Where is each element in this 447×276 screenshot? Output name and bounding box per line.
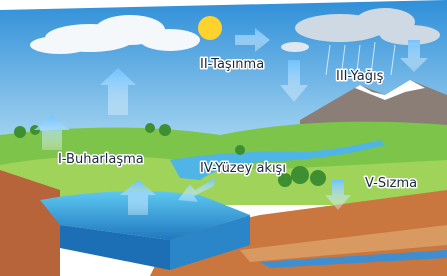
label-surface-runoff: IV-Yüzey akışı: [200, 161, 286, 176]
label-transport: II-Taşınma: [200, 57, 264, 72]
water-cycle-diagram: II-Taşınma III-Yağış I-Buharlaşma IV-Yüz…: [0, 0, 447, 276]
label-infiltration: V-Sızma: [365, 176, 417, 191]
label-precipitation: III-Yağış: [336, 69, 384, 84]
small-cloud: [281, 42, 309, 52]
sun: [198, 16, 222, 40]
label-evaporation: I-Buharlaşma: [58, 152, 144, 167]
